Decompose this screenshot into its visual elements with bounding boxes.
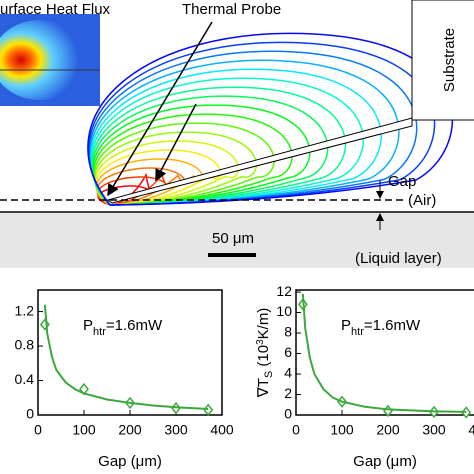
y-tick-label: 10 [276,303,292,319]
annotation-rest: =1.6mW [364,317,421,334]
y-tick-label: 8 [284,324,292,340]
inset-label: urface Heat Flux [0,1,111,18]
y-tick-label: 4 [284,365,292,381]
liquid-layer [0,212,474,268]
arrow [107,21,213,197]
probe [106,117,413,204]
plot-frame [37,289,223,416]
x-tick-label: 100 [72,422,96,438]
y-label-mid: (10 [255,345,272,371]
contour-line [88,50,418,206]
annotation-main: P [341,317,351,334]
scale-bar [208,253,256,257]
arrow [155,103,197,182]
x-tick-label: 200 [376,422,400,438]
x-tick-label: 400 [210,422,234,438]
substrate [411,0,474,121]
contour-line [92,113,293,206]
data-point [461,406,472,419]
y-tick-label: 0.8 [15,337,35,353]
annotation-sub: htr [93,326,106,338]
y-tick-label: 0 [26,406,34,422]
contour-line [94,140,240,206]
x-tick-label: 0 [292,422,300,438]
contour-line [89,68,382,206]
x-tick-label: 400 [468,422,474,438]
contour-line [93,122,275,206]
x-tick-label: 200 [118,422,142,438]
contour-line [90,86,347,206]
x-tick-label: 0 [34,422,42,438]
annotation-main: P [83,317,93,334]
contour-line [95,158,204,206]
y-label-sub: S [263,371,275,378]
contour-line [90,77,364,206]
y-axis-label: ∇TS (103K/m) [255,308,275,399]
y-label-sup: 3 [255,339,266,345]
y-label-main: ∇T [255,378,272,398]
y-tick-label: 0.4 [15,371,35,387]
x-tick-label: 300 [164,422,188,438]
x-tick-label: 100 [330,422,354,438]
contour-line [92,104,311,206]
plot-frame [295,289,474,416]
contour-line [91,95,329,206]
fit-line [43,304,209,410]
gap-label: Gap [388,173,416,190]
contour-line [89,59,400,206]
fit-line [301,294,467,413]
y-tick-label: 0 [284,406,292,422]
x-tick-label: 300 [422,422,446,438]
y-label-rest: K/m) [255,308,272,340]
data-point [203,403,214,417]
contour-line [96,167,186,206]
substrate-label: Substrate [441,28,458,92]
heat-spot [0,20,88,100]
y-tick-label: 2 [284,385,292,401]
air-label: (Air) [408,192,436,209]
liquid-label: (Liquid layer) [355,250,442,267]
annotation-rest: =1.6mW [106,317,163,334]
probe-label: Thermal Probe [182,1,281,18]
y-tick-label: 6 [284,344,292,360]
x-axis-label: Gap (μm) [353,453,417,470]
annotation-sub: htr [351,326,364,338]
y-tick-label: 12 [276,283,292,299]
annotation: Phtr=1.6mW [341,317,421,338]
contour-line [94,131,257,206]
annotation: Phtr=1.6mW [83,317,163,338]
x-axis-label: Gap (μm) [98,453,162,470]
scale-label: 50 μm [212,230,254,247]
y-tick-label: 1.2 [15,302,35,318]
contour-line [95,149,222,206]
